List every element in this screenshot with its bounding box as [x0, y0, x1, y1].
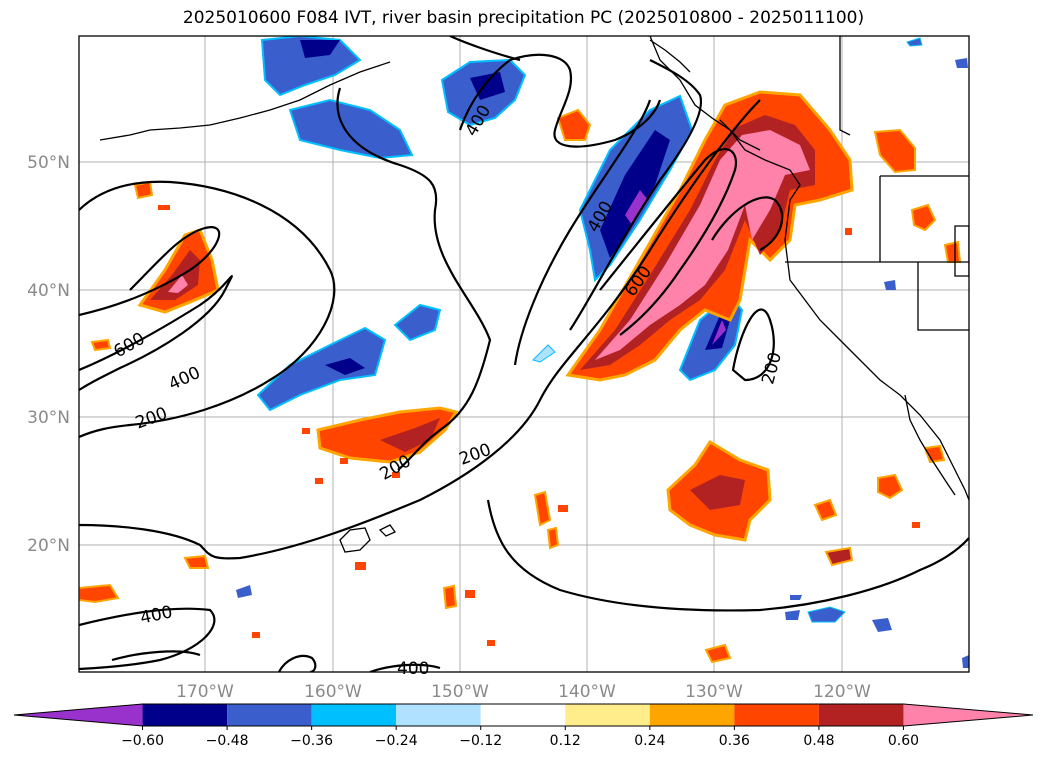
latitude-label: 50°N — [27, 153, 70, 173]
colorbar-tick-label: 0.12 — [550, 733, 581, 749]
colorbar-tick-label: 0.60 — [888, 733, 919, 749]
colorbar-swatch — [565, 704, 650, 726]
colorbar-tick-label: −0.36 — [290, 733, 333, 749]
colorbar-swatch — [311, 704, 397, 726]
colorbar-swatch — [396, 704, 481, 726]
latitude-label: 30°N — [27, 408, 70, 428]
longitude-label: 170°W — [176, 682, 234, 702]
colorbar-tick-label: −0.24 — [375, 733, 418, 749]
latitude-label: 40°N — [27, 281, 70, 301]
colorbar-tick-label: −0.60 — [121, 733, 164, 749]
colorbar-swatch — [480, 704, 566, 726]
colorbar-tick-label: −0.48 — [206, 733, 249, 749]
contour-label: 400 — [397, 659, 429, 679]
colorbar-tick-label: 0.36 — [719, 733, 750, 749]
coastlines — [99, 36, 969, 553]
map-frame — [78, 35, 970, 673]
longitude-label: 140°W — [558, 682, 616, 702]
latitude-axis: 50°N 40°N 30°N 20°N — [27, 153, 70, 556]
ivt-contours — [79, 36, 969, 672]
longitude-label: 160°W — [304, 682, 362, 702]
negative-precip-fields — [236, 36, 969, 668]
map-title: 2025010600 F084 IVT, river basin precipi… — [182, 8, 865, 28]
colorbar-tick-label: −0.12 — [459, 733, 502, 749]
longitude-label: 150°W — [431, 682, 489, 702]
colorbar-swatch — [734, 704, 819, 726]
map-background — [79, 36, 969, 672]
colorbar-swatch — [903, 704, 1033, 726]
longitude-axis: 170°W 160°W 150°W 140°W 130°W 120°W — [176, 682, 871, 702]
colorbar: −0.60 −0.48 −0.36 −0.24 −0.12 0.12 0.24 0.36 0.4… — [13, 703, 1034, 749]
colorbar-tick-label: 0.48 — [803, 733, 834, 749]
colorbar-swatch — [142, 704, 228, 726]
colorbar-swatch — [649, 704, 735, 726]
colorbar-swatch — [818, 704, 904, 726]
colorbar-swatch — [227, 704, 312, 726]
colorbar-tick-label: 0.24 — [634, 733, 665, 749]
longitude-label: 120°W — [813, 682, 871, 702]
latitude-label: 20°N — [27, 536, 70, 556]
longitude-label: 130°W — [685, 682, 743, 702]
colorbar-swatch — [14, 704, 143, 726]
